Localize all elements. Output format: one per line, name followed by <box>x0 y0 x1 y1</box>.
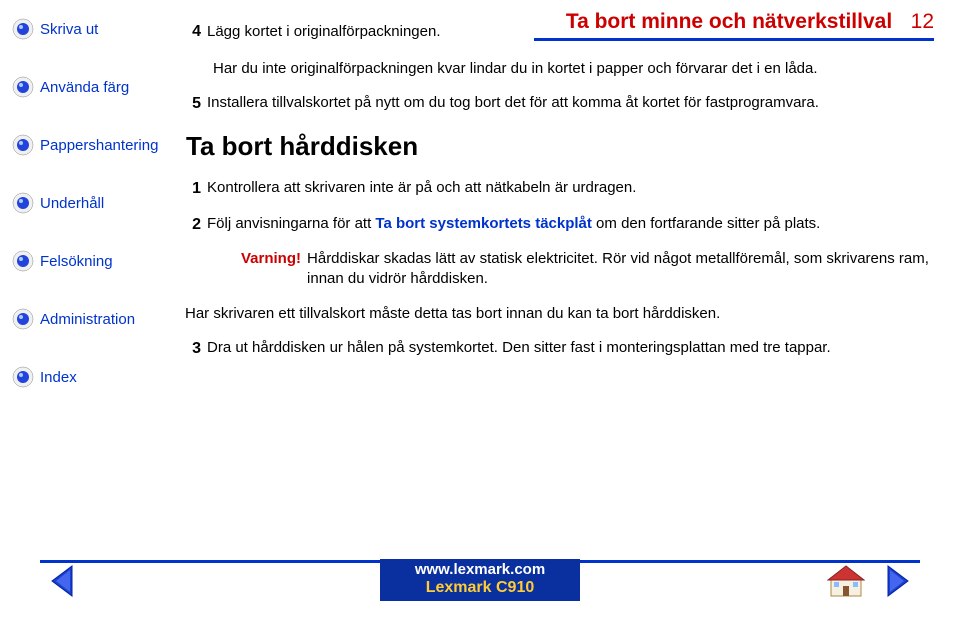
section-heading: Ta bort hårddisken <box>186 129 934 164</box>
step-number: 5 <box>185 93 207 115</box>
step-4: 4 Lägg kortet i originalförpackningen. <box>185 23 440 41</box>
paragraph: Har skrivaren ett tillvalskort måste det… <box>185 304 934 324</box>
sidebar-label: Underhåll <box>40 195 104 212</box>
sidebar-item-paper[interactable]: Pappershantering <box>12 134 169 156</box>
sidebar-label: Använda färg <box>40 79 129 96</box>
bullet-icon <box>12 134 34 156</box>
substep-3: 3 Dra ut hårddisken ur hålen på systemko… <box>213 338 934 360</box>
step-text: Följ anvisningarna för att Ta bort syste… <box>207 214 820 236</box>
footer: www.lexmark.com Lexmark C910 <box>0 560 960 618</box>
bullet-icon <box>12 76 34 98</box>
sidebar: Skriva ut Använda färg Pappershantering … <box>0 0 175 618</box>
next-page-button[interactable] <box>882 564 912 603</box>
warning-block: Varning! Hårddiskar skadas lätt av stati… <box>241 249 934 290</box>
page-title: Ta bort minne och nätverkstillval <box>566 10 892 33</box>
step-text: Installera tillvalskortet på nytt om du … <box>207 93 819 115</box>
footer-url-link[interactable]: www.lexmark.com <box>380 561 580 578</box>
step-number: 1 <box>185 178 207 200</box>
text-pre: Följ anvisningarna för att <box>207 215 375 232</box>
bullet-icon <box>12 308 34 330</box>
page-header: Ta bort minne och nätverkstillval 12 <box>534 10 934 41</box>
title-rule <box>534 38 934 41</box>
sidebar-item-troubleshoot[interactable]: Felsökning <box>12 250 169 272</box>
substep-1: 1 Kontrollera att skrivaren inte är på o… <box>213 178 934 200</box>
substep-2: 2 Följ anvisningarna för att Ta bort sys… <box>213 214 934 236</box>
bullet-icon <box>12 250 34 272</box>
sidebar-item-index[interactable]: Index <box>12 366 169 388</box>
step-number: 2 <box>185 214 207 236</box>
sidebar-label: Pappershantering <box>40 137 158 154</box>
bullet-icon <box>12 18 34 40</box>
step-text: Dra ut hårddisken ur hålen på systemkort… <box>207 338 831 360</box>
page-number: 12 <box>911 10 934 33</box>
warning-text: Hårddiskar skadas lätt av statisk elektr… <box>307 249 934 290</box>
footer-product: Lexmark C910 <box>380 579 580 597</box>
sidebar-item-admin[interactable]: Administration <box>12 308 169 330</box>
step-number: 3 <box>185 338 207 360</box>
footer-center: www.lexmark.com Lexmark C910 <box>380 559 580 601</box>
bullet-icon <box>12 192 34 214</box>
sidebar-item-maintenance[interactable]: Underhåll <box>12 192 169 214</box>
warning-label: Varning! <box>241 249 307 290</box>
sidebar-label: Administration <box>40 311 135 328</box>
bullet-icon <box>12 366 34 388</box>
prev-page-button[interactable] <box>48 564 78 603</box>
inline-link[interactable]: Ta bort systemkortets täckplåt <box>375 215 591 232</box>
step-number: 4 <box>185 23 207 41</box>
sidebar-label: Skriva ut <box>40 21 98 38</box>
sidebar-label: Index <box>40 369 77 386</box>
step-5: 5 Installera tillvalskortet på nytt om d… <box>213 93 934 115</box>
text-post: om den fortfarande sitter på plats. <box>592 215 820 232</box>
home-button[interactable] <box>827 564 865 603</box>
sidebar-item-color[interactable]: Använda färg <box>12 76 169 98</box>
step-text: Kontrollera att skrivaren inte är på och… <box>207 178 636 200</box>
step-text: Lägg kortet i originalförpackningen. <box>207 23 440 40</box>
sidebar-item-print[interactable]: Skriva ut <box>12 18 169 40</box>
paragraph: Har du inte originalförpackningen kvar l… <box>213 59 934 79</box>
main-content: 4 Lägg kortet i originalförpackningen. T… <box>175 0 960 618</box>
sidebar-label: Felsökning <box>40 253 113 270</box>
